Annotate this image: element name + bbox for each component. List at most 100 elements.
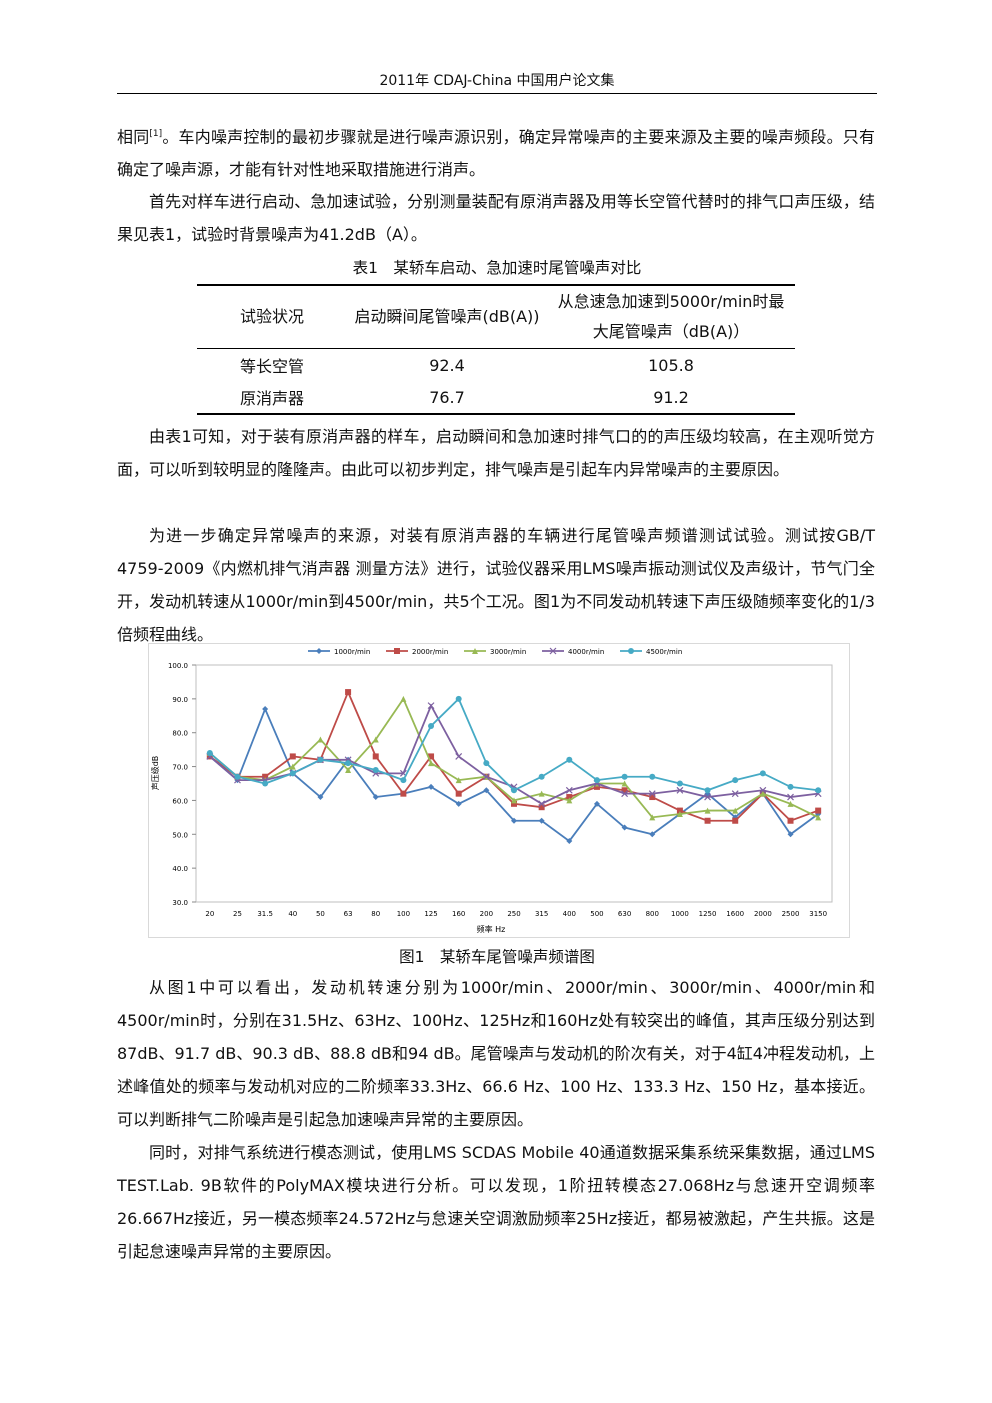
x-tick-label: 20 <box>205 910 214 918</box>
plot-area <box>195 664 833 903</box>
marker <box>538 773 545 780</box>
marker <box>511 787 517 794</box>
marker <box>428 760 435 767</box>
x-tick-label: 1600 <box>726 910 744 918</box>
cell: 105.8 <box>648 355 694 375</box>
x-tick-label: 1000 <box>671 910 689 918</box>
legend-label: 3000r/min <box>490 648 526 656</box>
marker <box>345 760 352 767</box>
paragraph: 为进一步确定异常噪声的来源，对装有原消声器的车辆进行尾管噪声频谱测试试验。测试按… <box>117 526 875 644</box>
marker <box>317 736 324 743</box>
marker <box>538 804 545 811</box>
marker <box>759 786 767 794</box>
marker <box>206 750 213 757</box>
marker <box>566 838 573 845</box>
text: 相同 <box>117 127 150 147</box>
marker <box>538 790 545 797</box>
x-axis-label: 频率 Hz <box>477 924 506 934</box>
marker <box>815 787 822 794</box>
legend-marker <box>316 648 322 654</box>
marker <box>455 790 462 797</box>
marker <box>400 695 407 702</box>
marker <box>759 770 766 777</box>
text: 。车内噪声控制的最初步骤就是进行噪声源识别，确定异常噪声的主要来源及主要的噪声频… <box>117 127 875 180</box>
marker <box>455 752 463 760</box>
marker <box>593 800 600 807</box>
y-tick-label: 80.0 <box>172 730 188 738</box>
marker <box>815 814 822 821</box>
legend-marker <box>549 647 557 655</box>
y-tick-label: 70.0 <box>172 764 188 772</box>
cell: 原消声器 <box>239 389 304 408</box>
marker <box>427 702 435 710</box>
x-tick-label: 125 <box>424 910 437 918</box>
marker <box>345 689 352 696</box>
marker <box>262 706 269 713</box>
x-tick-label: 1250 <box>699 910 717 918</box>
marker <box>787 800 794 807</box>
marker <box>400 777 407 784</box>
marker <box>289 763 296 770</box>
chart: 声压级dB 频率 Hz 30.0 40.0 50.0 60.0 70.0 80.0 90.0… <box>148 643 850 938</box>
table-row: 等长空管 92.4 105.8 <box>197 349 795 382</box>
x-tick-label: 100 <box>397 910 410 918</box>
cell: 91.2 <box>653 387 689 407</box>
marker <box>676 780 683 787</box>
x-tick-label: 500 <box>590 910 603 918</box>
x-tick-label: 2000 <box>754 910 772 918</box>
marker <box>317 756 324 763</box>
marker <box>704 793 711 801</box>
cell: 76.7 <box>429 387 465 407</box>
marker <box>732 807 739 814</box>
marker <box>621 790 629 798</box>
y-tick-label: 50.0 <box>172 831 188 839</box>
marker <box>262 780 269 787</box>
marker <box>704 817 711 824</box>
y-tick-label: 30.0 <box>172 899 188 907</box>
marker <box>372 766 379 773</box>
marker <box>732 777 739 784</box>
header-cell: 启动瞬间尾管噪声(dB(A)) <box>354 307 540 326</box>
x-tick-label: 31.5 <box>257 910 273 918</box>
marker <box>566 794 573 801</box>
marker <box>649 831 656 838</box>
marker <box>455 777 462 784</box>
x-tick-label: 630 <box>618 910 631 918</box>
header-cell: 试验状况 <box>239 307 304 326</box>
marker <box>538 817 545 824</box>
marker <box>787 793 794 801</box>
marker <box>593 783 600 790</box>
marker <box>759 790 766 797</box>
marker <box>566 797 573 804</box>
marker <box>455 800 462 807</box>
marker <box>455 695 462 702</box>
cell: 92.4 <box>429 355 465 375</box>
marker <box>732 814 739 821</box>
paragraph: 相同[1]。车内噪声控制的最初步骤就是进行噪声源识别，确定异常噪声的主要来源及主… <box>117 118 875 186</box>
running-header: 2011年 CDAJ-China 中国用户论文集 <box>379 73 615 89</box>
x-tick-label: 400 <box>563 910 576 918</box>
x-tick-label: 3150 <box>809 910 827 918</box>
x-tick-label: 40 <box>288 910 297 918</box>
marker <box>566 756 573 763</box>
marker <box>289 770 296 777</box>
marker <box>787 817 794 824</box>
marker <box>317 794 324 801</box>
marker <box>538 800 546 808</box>
marker <box>482 773 490 781</box>
x-tick-label: 250 <box>507 910 520 918</box>
x-tick-label: 2500 <box>782 910 800 918</box>
legend-label: 4500r/min <box>646 648 682 656</box>
paragraph: 从图1中可以看出，发动机转速分别为1000r/min、2000r/min、300… <box>117 978 875 1129</box>
marker <box>400 790 407 797</box>
legend-marker <box>472 648 478 654</box>
marker <box>648 790 656 798</box>
marker <box>676 807 683 814</box>
marker <box>732 817 739 824</box>
marker <box>372 794 379 801</box>
marker <box>787 783 794 790</box>
legend-label: 2000r/min <box>412 648 448 656</box>
marker <box>815 807 822 814</box>
y-tick-label: 60.0 <box>172 797 188 805</box>
marker <box>372 736 379 743</box>
